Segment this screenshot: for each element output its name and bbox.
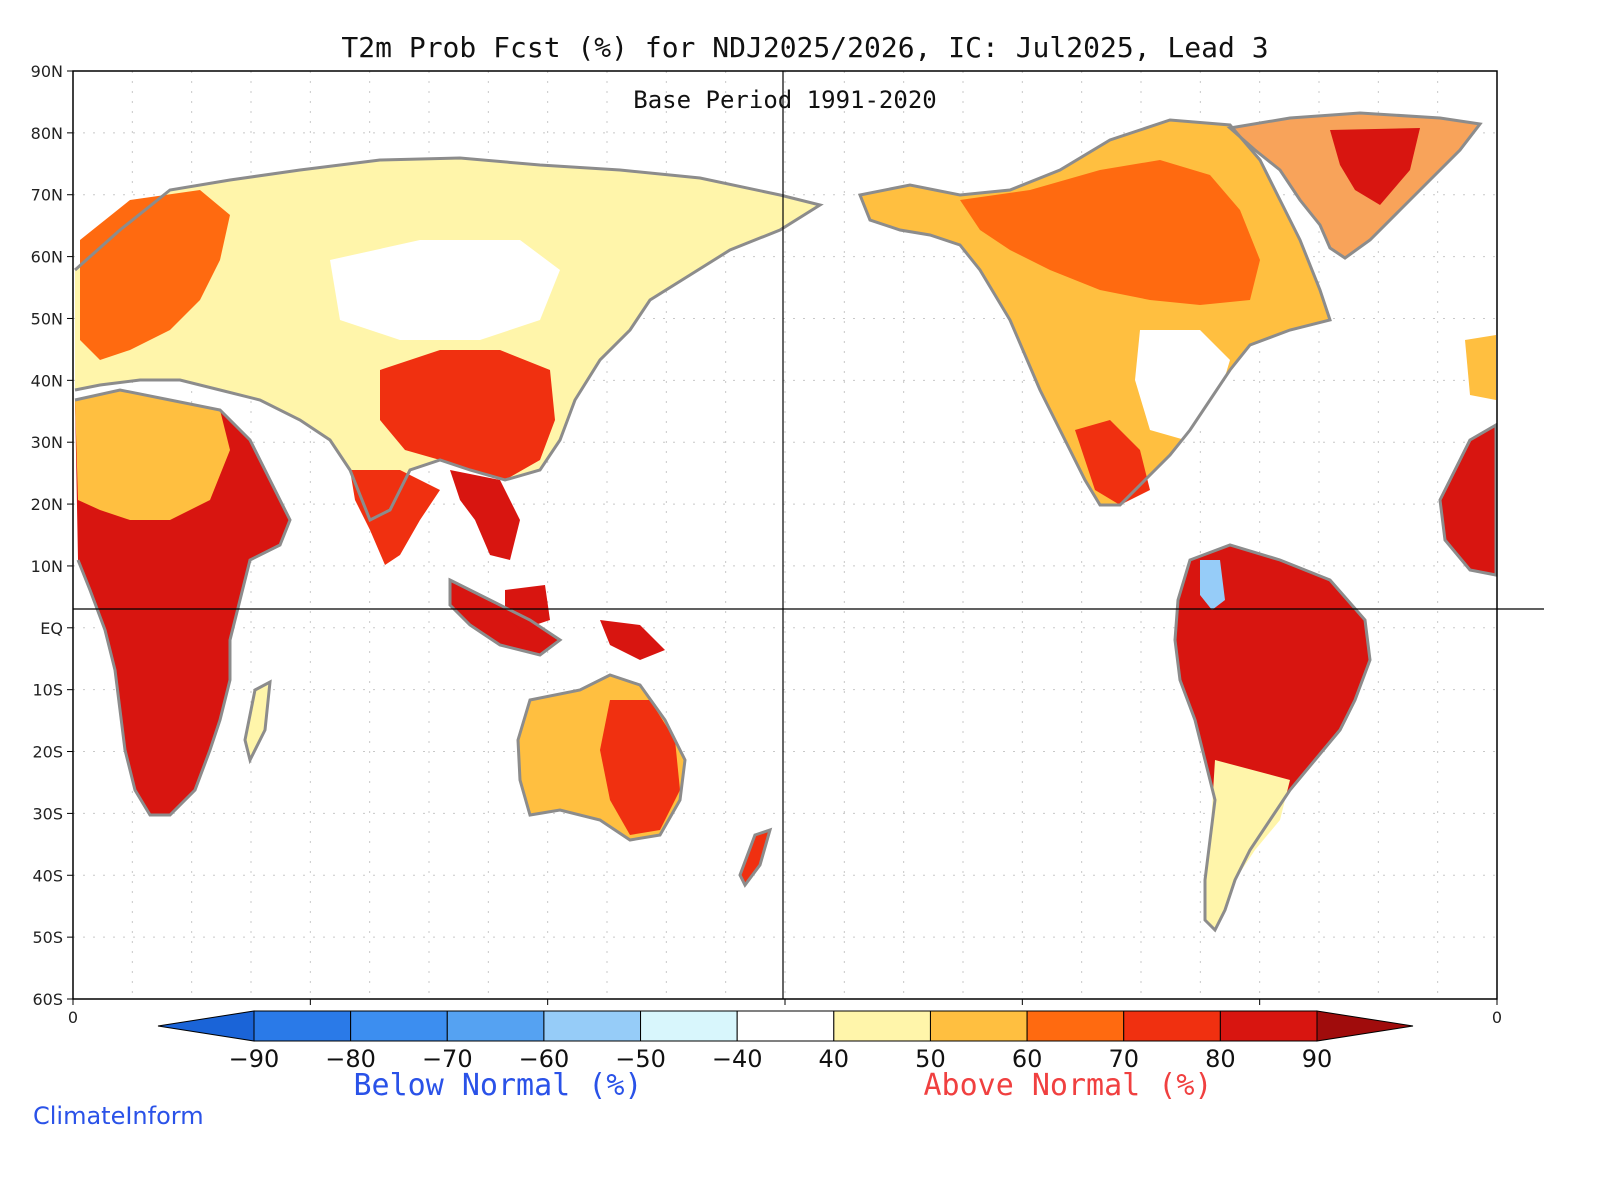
colorbar-arrow-low — [157, 1010, 255, 1042]
below-normal-label: Below Normal (%) — [354, 1068, 643, 1103]
iberia-right — [1465, 335, 1496, 400]
colorbar-segment — [253, 1010, 352, 1042]
china-hot — [380, 350, 555, 480]
lat-tick-label: 20N — [31, 495, 63, 514]
east-australia-hot — [600, 700, 680, 835]
greenland-core — [1330, 128, 1420, 205]
lat-tick-label: 70N — [31, 186, 63, 205]
gridlines — [73, 71, 1497, 999]
coastlines — [74, 111, 1498, 933]
map-title: T2m Prob Fcst (%) for NDJ2025/2026, IC: … — [341, 31, 1268, 64]
colorbar-tick-label: −60 — [519, 1045, 570, 1073]
colorbar-tick-label: 60 — [1012, 1045, 1043, 1073]
colombia-below — [1200, 560, 1225, 610]
lat-tick-label: 50S — [32, 928, 63, 947]
colorbar-tick-label: 70 — [1108, 1045, 1139, 1073]
land-shading — [75, 113, 1496, 930]
new-guinea-land — [600, 620, 665, 660]
colorbar: −90 −80 −70 −60 −50 −40 40 50 60 70 80 90 — [157, 1010, 1414, 1073]
colorbar-segment — [543, 1010, 642, 1042]
west-africa-right — [1440, 425, 1496, 575]
colorbar-segment — [929, 1010, 1028, 1042]
colorbar-segment — [446, 1010, 545, 1042]
eastern-us-normal — [1135, 330, 1230, 440]
colorbar-tick-label: −40 — [712, 1045, 763, 1073]
borneo-land — [505, 585, 550, 630]
lat-tick-label: 40S — [32, 866, 63, 885]
new-zealand-land — [740, 830, 770, 885]
lat-tick-label: 60N — [31, 248, 63, 267]
colorbar-tick-label: −70 — [422, 1045, 473, 1073]
mexico-hot — [1075, 420, 1150, 505]
lat-tick-label: EQ — [40, 619, 63, 638]
colorbar-segment — [833, 1010, 931, 1042]
lon-tick-label: 0 — [68, 1008, 78, 1027]
madagascar-land — [245, 682, 270, 760]
lat-tick-label: 30N — [31, 433, 63, 452]
colorbar-tick-label: 40 — [819, 1045, 850, 1073]
se-asia-land — [450, 470, 520, 560]
lat-tick-label: 10N — [31, 557, 63, 576]
lon-tick-label: 0 — [1492, 1008, 1502, 1027]
colorbar-segment — [736, 1010, 835, 1042]
india-land — [350, 470, 440, 565]
colorbar-tick-label: 50 — [915, 1045, 946, 1073]
lat-tick-label: 20S — [32, 743, 63, 762]
lat-tick-label: 40N — [31, 371, 63, 390]
colorbar-segment — [1219, 1010, 1318, 1042]
colorbar-segment — [1026, 1010, 1125, 1042]
sahara-moderate — [75, 390, 230, 520]
colorbar-segment — [350, 1010, 448, 1042]
colorbar-tick-label: 80 — [1205, 1045, 1236, 1073]
lat-tick-label: 30S — [32, 804, 63, 823]
south-america-south — [1205, 760, 1290, 930]
colorbar-tick-label: 90 — [1302, 1045, 1333, 1073]
latitude-axis: 90N 80N 70N 60N 50N 40N 30N 20N 10N EQ 10S 20S 30S 40… — [31, 62, 73, 1009]
indonesia-land — [450, 580, 560, 655]
colorbar-arrow-high — [1316, 1010, 1414, 1042]
north-america-hot — [960, 160, 1260, 305]
siberia-normal — [330, 240, 560, 340]
above-normal-label: Above Normal (%) — [924, 1068, 1213, 1103]
colorbar-tick-label: −90 — [229, 1045, 280, 1073]
lat-tick-label: 10S — [32, 681, 63, 700]
colorbar-segment — [1123, 1010, 1221, 1042]
lat-tick-label: 60S — [32, 990, 63, 1009]
base-period-label: Base Period 1991-2020 — [633, 86, 936, 114]
lat-tick-label: 80N — [31, 124, 63, 143]
lat-tick-label: 50N — [31, 309, 63, 328]
colorbar-tick-label: −50 — [615, 1045, 666, 1073]
credit-label: ClimateInform — [33, 1102, 204, 1130]
colorbar-tick-label: −80 — [325, 1045, 376, 1073]
lat-tick-label: 90N — [31, 62, 63, 81]
colorbar-segment — [640, 1010, 738, 1042]
